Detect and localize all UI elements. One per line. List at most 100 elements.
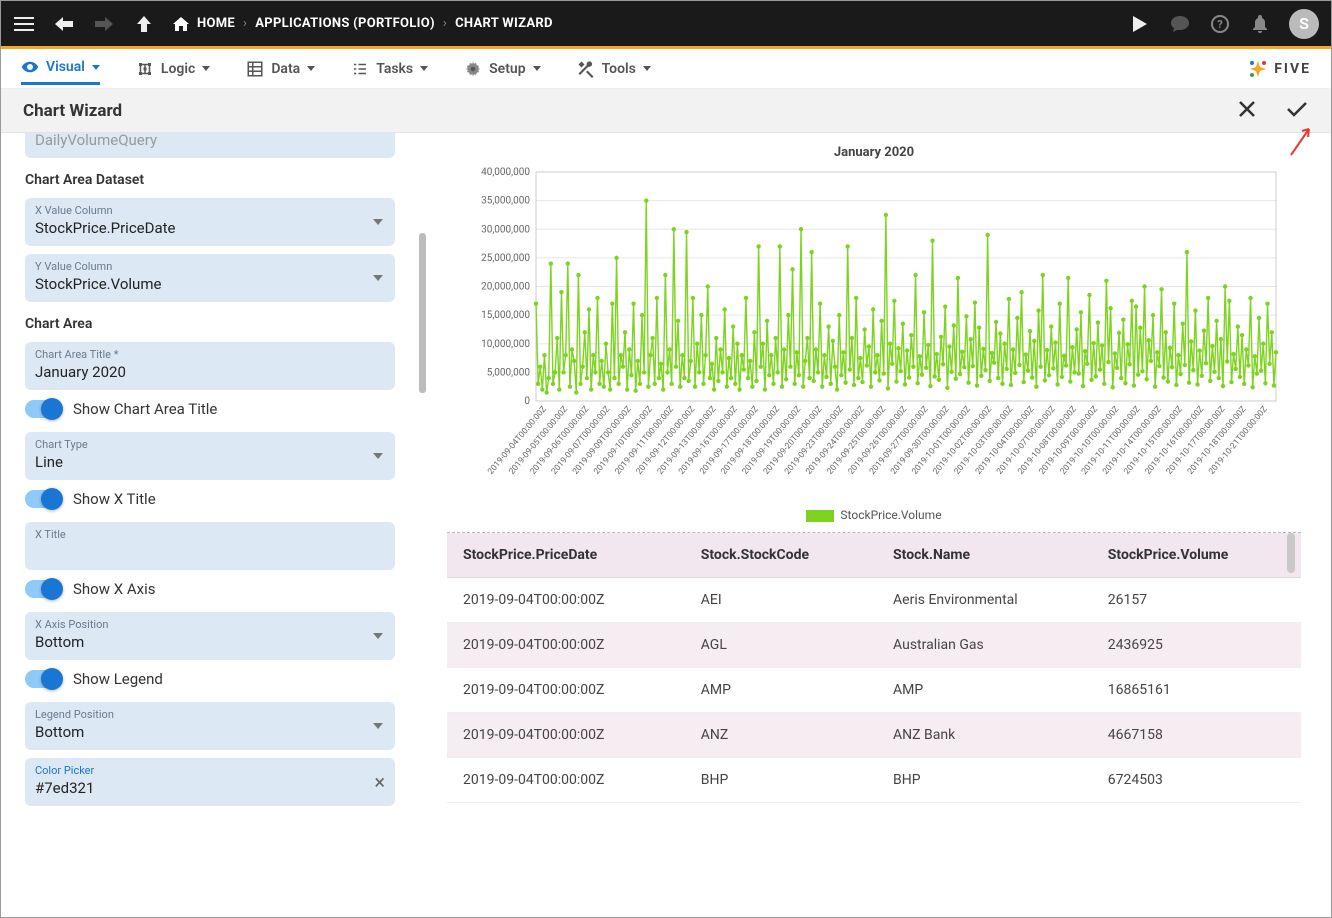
x-column-select[interactable]: X Value Column StockPrice.PriceDate bbox=[25, 198, 395, 246]
up-icon[interactable] bbox=[133, 16, 155, 32]
chevron-down-icon bbox=[373, 633, 383, 639]
menu-icon[interactable] bbox=[13, 17, 35, 31]
table-row[interactable]: 2019-09-04T00:00:00ZBHPBHP6724503 bbox=[447, 758, 1301, 803]
scrollbar-thumb[interactable] bbox=[419, 233, 426, 393]
toggle-label: Show Legend bbox=[73, 670, 163, 688]
table-cell: 2019-09-04T00:00:00Z bbox=[447, 758, 685, 803]
menu-tasks[interactable]: Tasks bbox=[351, 54, 428, 84]
crumb-current: CHART WIZARD bbox=[455, 16, 553, 31]
toggle-switch[interactable] bbox=[25, 580, 61, 598]
toggle-show-title[interactable]: Show Chart Area Title bbox=[25, 400, 395, 418]
close-icon[interactable] bbox=[1237, 99, 1257, 123]
scrollbar-thumb[interactable] bbox=[1287, 533, 1295, 573]
field-value: January 2020 bbox=[35, 363, 385, 382]
topbar: HOME › APPLICATIONS (PORTFOLIO) › CHART … bbox=[1, 1, 1331, 49]
toggle-label: Show Chart Area Title bbox=[73, 400, 217, 418]
help-icon[interactable]: ? bbox=[1209, 15, 1231, 33]
table-cell: AMP bbox=[685, 668, 877, 713]
field-value: Line bbox=[35, 453, 385, 472]
table-row[interactable]: 2019-09-04T00:00:00ZANZANZ Bank4667158 bbox=[447, 713, 1301, 758]
table-header: StockPrice.Volume bbox=[1092, 533, 1301, 578]
table-cell: 26157 bbox=[1092, 578, 1301, 623]
menubar: Visual Logic Data Tasks Setup Tools FIVE bbox=[1, 49, 1331, 89]
back-icon[interactable] bbox=[53, 17, 75, 31]
svg-text:40,000,000: 40,000,000 bbox=[481, 167, 530, 178]
x-axis-position-select[interactable]: X Axis Position Bottom bbox=[25, 612, 395, 660]
toggle-label: Show X Axis bbox=[73, 580, 155, 598]
menu-label: Setup bbox=[489, 61, 525, 77]
field-value: StockPrice.Volume bbox=[35, 275, 385, 294]
crumb-home[interactable]: HOME bbox=[197, 16, 235, 31]
chevron-down-icon bbox=[373, 219, 383, 225]
legend-position-select[interactable]: Legend Position Bottom bbox=[25, 702, 395, 750]
toggle-switch[interactable] bbox=[25, 400, 61, 418]
toggle-show-xtitle[interactable]: Show X Title bbox=[25, 490, 395, 508]
table-row[interactable]: 2019-09-04T00:00:00ZAMPAMP16865161 bbox=[447, 668, 1301, 713]
chevron-down-icon bbox=[373, 453, 383, 459]
chevron-down-icon bbox=[307, 66, 315, 71]
chat-icon[interactable] bbox=[1169, 16, 1191, 32]
menu-visual[interactable]: Visual bbox=[21, 52, 100, 85]
toggle-show-legend[interactable]: Show Legend bbox=[25, 670, 395, 688]
menu-data[interactable]: Data bbox=[246, 54, 315, 84]
data-icon bbox=[246, 60, 264, 78]
field-value: Bottom bbox=[35, 723, 385, 742]
query-value: DailyVolumeQuery bbox=[35, 133, 385, 150]
table-cell: 2019-09-04T00:00:00Z bbox=[447, 578, 685, 623]
table-cell: Australian Gas bbox=[877, 623, 1092, 668]
page-title: Chart Wizard bbox=[23, 101, 122, 121]
menu-logic[interactable]: Logic bbox=[136, 54, 210, 84]
table-cell: 2436925 bbox=[1092, 623, 1301, 668]
table-cell: 4667158 bbox=[1092, 713, 1301, 758]
field-label: Color Picker bbox=[35, 764, 385, 777]
chevron-down-icon bbox=[373, 275, 383, 281]
field-value: #7ed321 bbox=[35, 779, 385, 798]
chart-type-select[interactable]: Chart Type Line bbox=[25, 432, 395, 480]
table-cell: AGL bbox=[685, 623, 877, 668]
chevron-down-icon bbox=[420, 66, 428, 71]
svg-text:0: 0 bbox=[524, 396, 530, 407]
query-field[interactable]: DailyVolumeQuery bbox=[25, 133, 395, 158]
field-label: X Value Column bbox=[35, 204, 385, 217]
chevron-right-icon: › bbox=[243, 16, 247, 31]
check-icon[interactable] bbox=[1285, 99, 1309, 123]
table-cell: 16865161 bbox=[1092, 668, 1301, 713]
crumb-apps[interactable]: APPLICATIONS (PORTFOLIO) bbox=[255, 16, 435, 31]
chart-title: January 2020 bbox=[447, 145, 1301, 160]
play-icon[interactable] bbox=[1129, 16, 1151, 32]
bell-icon[interactable] bbox=[1249, 15, 1271, 33]
menu-label: Data bbox=[271, 61, 300, 77]
table-cell: ANZ Bank bbox=[877, 713, 1092, 758]
menu-setup[interactable]: Setup bbox=[464, 54, 540, 84]
color-picker-input[interactable]: Color Picker #7ed321 × bbox=[25, 758, 395, 806]
menu-tools[interactable]: Tools bbox=[577, 54, 651, 84]
section-area: Chart Area bbox=[25, 316, 395, 332]
titlebar: Chart Wizard bbox=[1, 89, 1331, 133]
x-title-input[interactable]: X Title bbox=[25, 522, 395, 570]
brand: FIVE bbox=[1248, 59, 1311, 79]
table-row[interactable]: 2019-09-04T00:00:00ZAGLAustralian Gas243… bbox=[447, 623, 1301, 668]
table-cell: 2019-09-04T00:00:00Z bbox=[447, 713, 685, 758]
toggle-switch[interactable] bbox=[25, 670, 61, 688]
gear-icon bbox=[464, 60, 482, 78]
toggle-switch[interactable] bbox=[25, 490, 61, 508]
table-cell: BHP bbox=[877, 758, 1092, 803]
table-cell: AMP bbox=[877, 668, 1092, 713]
toggle-label: Show X Title bbox=[73, 490, 156, 508]
table-row[interactable]: 2019-09-04T00:00:00ZAEIAeris Environment… bbox=[447, 578, 1301, 623]
chevron-down-icon bbox=[373, 723, 383, 729]
brand-icon bbox=[1248, 59, 1268, 79]
clear-icon[interactable]: × bbox=[374, 770, 385, 794]
home-icon[interactable] bbox=[173, 17, 189, 31]
menu-label: Logic bbox=[161, 61, 195, 77]
area-title-input[interactable]: Chart Area Title * January 2020 bbox=[25, 342, 395, 390]
svg-text:?: ? bbox=[1217, 18, 1223, 31]
chevron-down-icon bbox=[533, 66, 541, 71]
avatar[interactable]: S bbox=[1289, 9, 1319, 39]
toggle-show-xaxis[interactable]: Show X Axis bbox=[25, 580, 395, 598]
svg-text:15,000,000: 15,000,000 bbox=[481, 310, 530, 321]
field-value: StockPrice.PriceDate bbox=[35, 219, 385, 238]
y-column-select[interactable]: Y Value Column StockPrice.Volume bbox=[25, 254, 395, 302]
table-cell: 6724503 bbox=[1092, 758, 1301, 803]
table-cell: BHP bbox=[685, 758, 877, 803]
